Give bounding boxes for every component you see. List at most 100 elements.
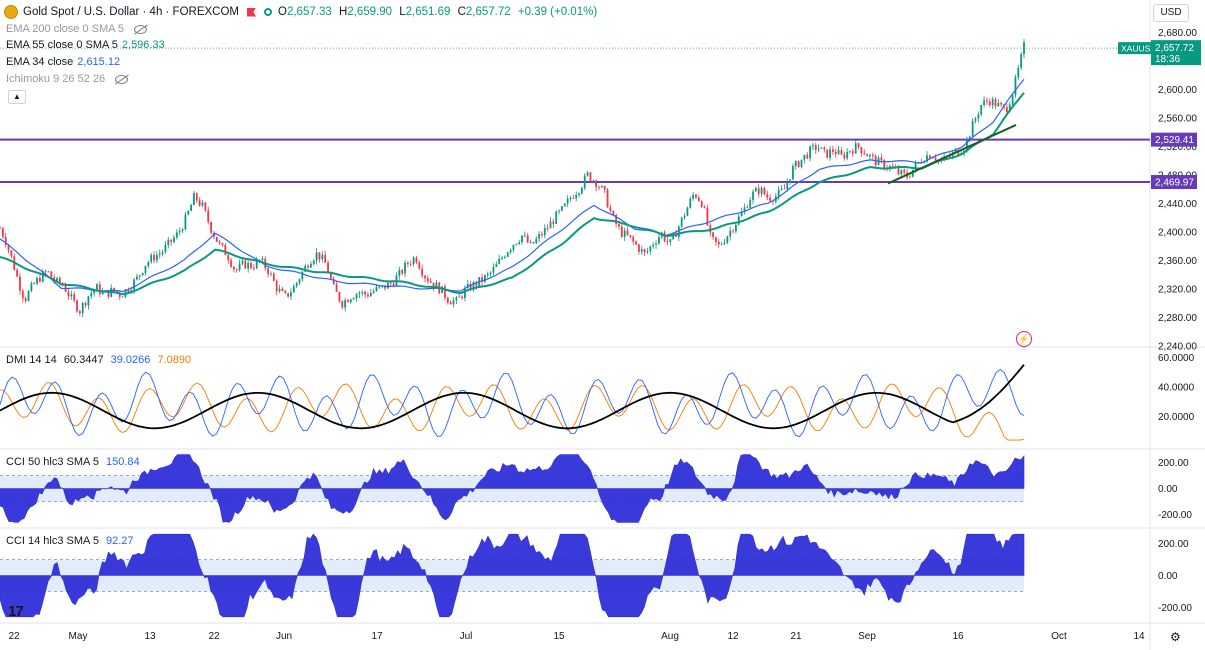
candle-body — [649, 246, 652, 252]
candle-body — [298, 279, 301, 283]
candle-body — [603, 185, 606, 190]
candle-body — [321, 254, 324, 260]
candle-body — [349, 299, 352, 303]
cci50-axis-label: 200.00 — [1158, 458, 1189, 469]
candle-body — [70, 294, 73, 297]
time-axis-label: May — [69, 631, 88, 642]
candle-body — [552, 221, 555, 224]
candle-body — [849, 151, 851, 153]
candle-body — [515, 243, 518, 245]
candle-body — [67, 291, 70, 297]
candle-body — [689, 198, 692, 208]
trendline[interactable] — [887, 124, 1017, 185]
candle-body — [181, 229, 184, 231]
candle-body — [244, 260, 247, 269]
candle-body — [812, 145, 814, 147]
candle-body — [1023, 42, 1025, 55]
time-axis-label: 14 — [1133, 631, 1145, 642]
indicator-legend-ema200[interactable]: EMA 200 close 0 SMA 5 — [6, 23, 151, 35]
dmi-legend[interactable]: DMI 14 14 60.3447 39.0266 7.0890 — [6, 354, 192, 366]
flag-icon[interactable] — [247, 7, 257, 17]
candle-body — [561, 206, 563, 211]
candle-body — [281, 288, 284, 292]
candle-body — [36, 277, 38, 284]
gear-icon[interactable]: ⚙ — [1170, 630, 1181, 644]
candle-body — [735, 224, 737, 232]
currency-button[interactable]: USD — [1153, 4, 1189, 22]
horizontal-levels[interactable] — [0, 47, 1150, 184]
candle-body — [307, 265, 309, 268]
indicator-legend-ema55[interactable]: EMA 55 close 0 SMA 5 2,596.33 — [6, 39, 165, 51]
candle-body — [880, 157, 883, 161]
candle-body — [301, 271, 304, 280]
symbol-tag-bg — [1118, 42, 1152, 55]
candle-body — [746, 207, 749, 209]
candle-body — [529, 241, 532, 243]
candle-body — [424, 275, 426, 279]
candle-body — [304, 265, 307, 272]
candle-body — [826, 149, 829, 158]
candle-body — [261, 258, 264, 260]
candle-body — [586, 172, 589, 176]
cci50-legend[interactable]: CCI 50 hlc3 SMA 5 150.84 — [6, 456, 140, 468]
candle-body — [928, 155, 931, 159]
cci14-legend[interactable]: CCI 14 hlc3 SMA 5 92.27 — [6, 535, 134, 547]
collapse-legend-button[interactable]: ▲ — [8, 90, 26, 104]
price-axis-label: 2,360.00 — [1158, 256, 1197, 267]
candle-body — [24, 298, 27, 301]
candle-body — [672, 233, 675, 240]
candle-body — [535, 238, 538, 244]
candle-body — [412, 257, 415, 265]
candle-body — [444, 286, 446, 298]
candle-body — [418, 262, 421, 269]
hidden-eye-icon[interactable] — [115, 74, 129, 84]
cci14-axis-label: 200.00 — [1158, 539, 1189, 550]
time-axis-label: 15 — [553, 631, 565, 642]
candle-body — [198, 200, 201, 206]
candle-body — [863, 153, 866, 155]
candle-body — [227, 255, 230, 261]
ema34-line — [0, 78, 1025, 293]
candle-body — [971, 121, 974, 137]
symbol-header[interactable]: Gold Spot / U.S. Dollar · 4h · FOREXCOM … — [4, 3, 601, 21]
price-axis[interactable]: 2,680.002,640.002,600.002,560.002,520.00… — [1158, 28, 1197, 353]
candle-body — [834, 151, 837, 155]
indicator-legend-ema34[interactable]: EMA 34 close 2,615.12 — [6, 56, 121, 68]
candle-body — [267, 268, 270, 274]
candle-body — [344, 300, 347, 308]
candle-body — [717, 241, 720, 245]
candle-body — [458, 296, 461, 298]
candle-body — [495, 263, 498, 267]
candle-body — [900, 170, 903, 175]
candle-body — [415, 257, 418, 263]
candle-body — [797, 161, 800, 168]
candle-body — [506, 252, 509, 257]
candle-body — [358, 293, 361, 295]
hidden-eye-icon[interactable] — [134, 24, 148, 34]
candle-body — [706, 207, 709, 226]
lightning-icon[interactable]: ⚡ — [1016, 331, 1032, 347]
candle-body — [175, 232, 178, 238]
candle-body — [988, 101, 991, 106]
time-axis[interactable]: 22 May 13 22 Jun 17 Jul 15 Aug 12 21 Sep 16 Oct 14 — [8, 631, 1145, 642]
indicator-legend-ichimoku[interactable]: Ichimoku 9 26 52 26 — [6, 73, 132, 85]
candle-body — [521, 235, 523, 243]
candle-body — [392, 283, 395, 286]
candle-body — [452, 300, 455, 305]
candle-body — [224, 244, 227, 256]
candle-body — [167, 239, 170, 245]
candlestick-series — [0, 39, 1025, 318]
candle-body — [338, 291, 341, 302]
countdown-tag-text: 18:36 — [1155, 54, 1180, 65]
candle-body — [609, 207, 612, 211]
candle-body — [355, 294, 358, 299]
level-price-tag-bg — [1151, 132, 1197, 147]
candle-body — [218, 241, 221, 243]
candle-body — [210, 222, 212, 233]
time-axis-label: 16 — [952, 631, 964, 642]
candle-body — [21, 290, 24, 299]
candle-body — [153, 254, 155, 261]
symbol-title[interactable]: Gold Spot / U.S. Dollar · 4h · FOREXCOM — [23, 6, 240, 18]
